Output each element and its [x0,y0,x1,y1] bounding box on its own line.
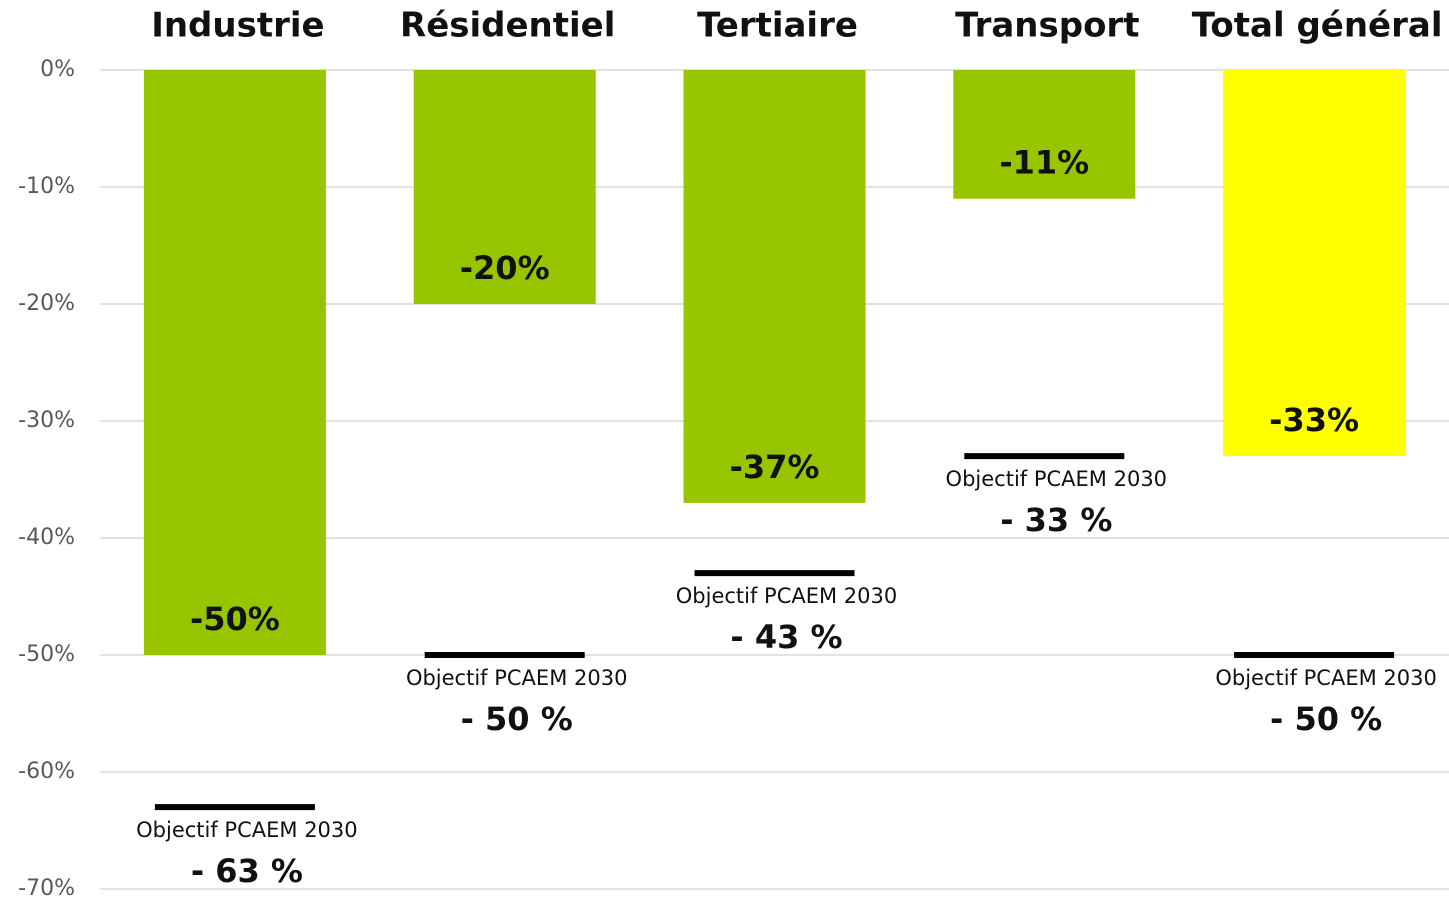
target-label: - 33 % [1000,501,1112,539]
value-label: -20% [460,249,550,287]
category-label: Tertiaire [697,6,858,46]
y-tick-label: 0% [40,57,75,82]
value-label: -33% [1269,401,1359,439]
bar [143,70,326,655]
target-label: - 63 % [191,852,303,890]
y-tick-label: -20% [18,291,75,316]
category-label: Industrie [151,6,324,46]
value-label: -50% [190,600,280,638]
y-tick-label: -50% [18,642,75,667]
y-tick-label: -70% [18,876,75,901]
value-label: -11% [999,144,1089,182]
value-label: -37% [730,448,820,486]
target-label: - 50 % [461,700,573,738]
target-name: Objectif PCAEM 2030 [676,584,898,608]
target-name: Objectif PCAEM 2030 [136,818,358,842]
target-name: Objectif PCAEM 2030 [1215,666,1437,690]
category-label: Résidentiel [400,6,615,46]
y-tick-label: -40% [18,525,75,550]
bar [953,70,1136,199]
bar [683,70,866,503]
bar [1223,70,1406,457]
y-tick-label: -30% [18,408,75,433]
target-name: Objectif PCAEM 2030 [946,467,1168,491]
category-label: Transport [955,6,1139,46]
bar [413,70,596,304]
target-label: - 43 % [730,618,842,656]
target-label: - 50 % [1270,700,1382,738]
target-name: Objectif PCAEM 2030 [406,666,628,690]
y-tick-label: -10% [18,174,75,199]
y-tick-label: -60% [18,759,75,784]
category-label: Total général [1192,6,1443,46]
